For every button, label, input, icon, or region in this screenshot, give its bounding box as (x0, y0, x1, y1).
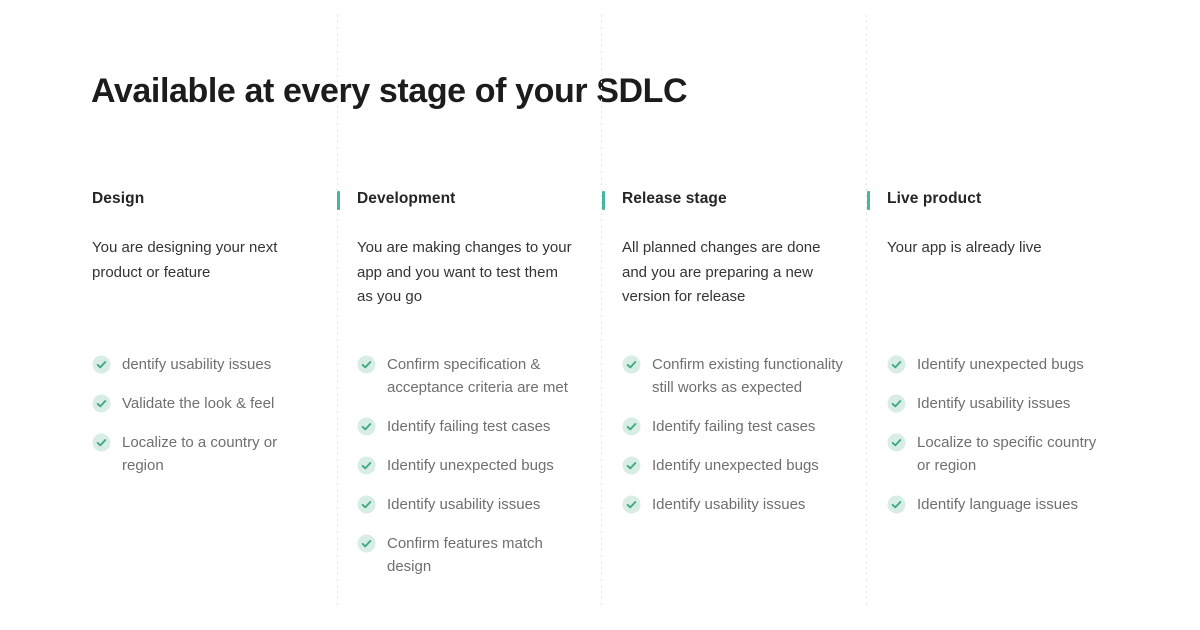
check-list-item: Validate the look & feel (92, 392, 307, 415)
check-list-item: Identify unexpected bugs (887, 353, 1113, 376)
stage-column-development: Development You are making changes to yo… (337, 190, 602, 610)
check-circle-icon (357, 456, 376, 475)
check-item-label: Confirm features match design (387, 535, 543, 575)
stage-accent-bar (602, 191, 605, 210)
stage-check-list: Confirm specification & acceptance crite… (357, 353, 572, 594)
check-list-item: Identify unexpected bugs (622, 454, 848, 477)
check-circle-icon (357, 417, 376, 436)
check-list-item: Localize to a country or region (92, 431, 307, 477)
check-list-item: Identify failing test cases (622, 415, 848, 438)
check-circle-icon (887, 495, 906, 514)
check-item-label: Identify usability issues (387, 496, 541, 513)
check-item-label: Identify unexpected bugs (387, 457, 554, 474)
check-item-label: Identify failing test cases (652, 418, 816, 435)
stage-check-list: Confirm existing functionality still wor… (622, 353, 848, 532)
stage-title: Development (357, 190, 456, 207)
stage-title: Design (92, 190, 145, 207)
check-item-label: dentify usability issues (122, 356, 272, 373)
check-circle-icon (622, 495, 641, 514)
stage-column-design: Design You are designing your next produ… (92, 190, 337, 610)
stage-accent-bar (337, 191, 340, 210)
stage-description: You are making changes to your app and y… (357, 239, 572, 305)
stage-description: Your app is already live (887, 239, 1042, 256)
stage-check-list: dentify usability issues Validate the lo… (92, 353, 307, 493)
stage-check-list: Identify unexpected bugs Identify usabil… (887, 353, 1113, 532)
check-circle-icon (357, 534, 376, 553)
stage-title: Release stage (622, 190, 727, 207)
column-separator (337, 15, 338, 605)
check-item-label: Confirm specification & acceptance crite… (387, 356, 568, 396)
check-circle-icon (887, 355, 906, 374)
check-circle-icon (92, 394, 111, 413)
check-circle-icon (887, 394, 906, 413)
check-circle-icon (622, 456, 641, 475)
check-circle-icon (622, 417, 641, 436)
stage-column-release-stage: Release stage All planned changes are do… (602, 190, 867, 610)
check-list-item: Confirm specification & acceptance crite… (357, 353, 572, 399)
check-circle-icon (357, 355, 376, 374)
check-list-item: Identify language issues (887, 493, 1113, 516)
check-list-item: Identify failing test cases (357, 415, 572, 438)
check-list-item: Localize to specific country or region (887, 431, 1113, 477)
check-list-item: Confirm features match design (357, 532, 572, 578)
check-item-label: Localize to specific country or region (917, 434, 1097, 474)
check-list-item: Confirm existing functionality still wor… (622, 353, 848, 399)
check-circle-icon (887, 433, 906, 452)
column-separator (866, 15, 867, 605)
check-item-label: Identify usability issues (917, 395, 1071, 412)
check-circle-icon (92, 355, 111, 374)
check-circle-icon (357, 495, 376, 514)
check-item-label: Localize to a country or region (122, 434, 278, 474)
stage-description: You are designing your next product or f… (92, 239, 278, 281)
page-title: Available at every stage of your SDLC (91, 72, 688, 110)
stage-description: All planned changes are done and you are… (622, 239, 821, 305)
check-item-label: Validate the look & feel (122, 395, 275, 412)
stage-accent-bar (867, 191, 870, 210)
check-item-label: Identify language issues (917, 496, 1078, 513)
check-list-item: dentify usability issues (92, 353, 307, 376)
check-item-label: Confirm existing functionality still wor… (652, 356, 843, 396)
check-list-item: Identify usability issues (622, 493, 848, 516)
check-item-label: Identify usability issues (652, 496, 806, 513)
column-separator (601, 15, 602, 605)
stage-column-live-product: Live product Your app is already live Id… (867, 190, 1115, 610)
check-circle-icon (622, 355, 641, 374)
check-list-item: Identify usability issues (357, 493, 572, 516)
check-circle-icon (92, 433, 111, 452)
check-list-item: Identify unexpected bugs (357, 454, 572, 477)
check-item-label: Identify failing test cases (387, 418, 551, 435)
check-item-label: Identify unexpected bugs (652, 457, 819, 474)
check-item-label: Identify unexpected bugs (917, 356, 1084, 373)
stage-title: Live product (887, 190, 982, 207)
check-list-item: Identify usability issues (887, 392, 1113, 415)
